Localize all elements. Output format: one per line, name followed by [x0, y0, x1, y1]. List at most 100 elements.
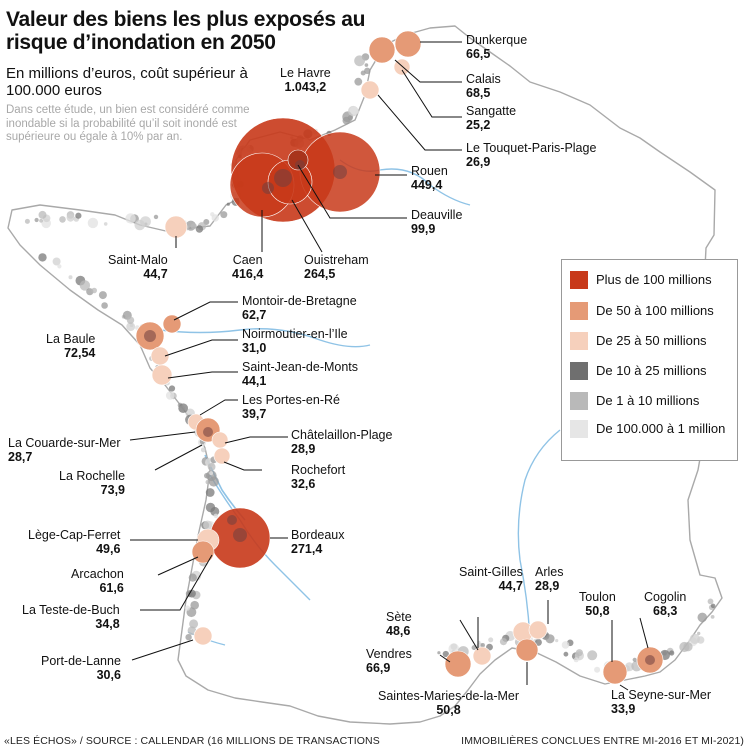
- small-property-dot: [354, 77, 363, 86]
- small-property-dot: [499, 638, 508, 646]
- small-property-dot: [187, 589, 196, 598]
- small-property-dot: [195, 225, 204, 233]
- small-property-dot: [140, 216, 151, 228]
- small-property-dot: [226, 202, 230, 206]
- label-arles: Arles 28,9: [535, 565, 564, 593]
- river-rhone: [517, 429, 561, 641]
- small-property-dot: [689, 633, 701, 645]
- map-title: Valeur des biens les plus exposés au ris…: [6, 8, 366, 54]
- small-property-dot: [480, 643, 485, 648]
- small-property-dot: [587, 650, 598, 661]
- small-property-dot: [710, 615, 715, 619]
- legend: Plus de 100 millions De 50 à 100 million…: [561, 259, 738, 461]
- bubble-saintes-maries: [515, 638, 539, 662]
- river-loire: [159, 328, 371, 348]
- bubble-calais: [368, 36, 396, 64]
- small-property-dot: [632, 657, 637, 662]
- small-property-dot: [442, 650, 449, 658]
- small-property-dot: [91, 287, 97, 294]
- small-property-dot: [75, 212, 82, 219]
- label-rouen: Rouen 449,4: [411, 164, 448, 192]
- small-property-dot: [178, 403, 188, 414]
- small-property-dot: [207, 463, 216, 471]
- small-property-dot: [168, 385, 176, 392]
- small-property-dot: [707, 598, 714, 605]
- small-property-dot: [575, 649, 583, 657]
- label-deauville: Deauville 99,9: [411, 208, 463, 236]
- label-arcachon: Arcachon 61,6: [71, 567, 124, 595]
- small-property-dot: [364, 63, 369, 67]
- small-property-dot: [437, 651, 441, 655]
- small-property-dot: [87, 217, 99, 229]
- label-cogolin: Cogolin 68,3: [644, 590, 687, 618]
- small-property-dot: [39, 218, 43, 223]
- label-la-baule: La Baule 72,54: [46, 332, 96, 360]
- small-property-dot: [79, 280, 91, 291]
- small-property-dot: [188, 573, 197, 582]
- label-toulon: Toulon 50,8: [579, 590, 616, 618]
- small-property-dot: [205, 502, 216, 513]
- small-property-dot: [354, 55, 365, 67]
- small-property-dot: [697, 612, 708, 623]
- small-property-dot: [210, 212, 215, 217]
- legend-swatch: [570, 362, 588, 380]
- small-property-dot: [34, 217, 39, 223]
- bubble-saint-malo: [164, 215, 188, 239]
- bubble-chatelaillon: [211, 431, 229, 449]
- legend-swatch: [570, 271, 588, 289]
- small-property-dot: [153, 214, 159, 220]
- label-saint-gilles: Saint-Gilles 44,7: [459, 565, 523, 593]
- small-property-dot: [38, 253, 47, 262]
- small-property-dot: [209, 471, 214, 476]
- small-property-dot: [125, 213, 136, 224]
- label-dunkerque: Dunkerque 66,5: [466, 33, 528, 61]
- small-property-dot: [679, 641, 690, 653]
- small-property-dot: [184, 605, 191, 611]
- small-property-dot: [57, 264, 62, 269]
- small-property-dot: [555, 639, 559, 643]
- small-property-dot: [213, 513, 219, 519]
- label-la-seyne: La Seyne-sur-Mer 33,9: [611, 688, 712, 716]
- bubble-sete: [472, 646, 492, 666]
- bubble-rochefort: [213, 447, 231, 465]
- bubble-touquet: [360, 80, 380, 100]
- label-portes-en-re: Les Portes-en-Ré 39,7: [242, 393, 340, 421]
- label-chatelaillon: Châtelaillon-Plage 28,9: [291, 428, 393, 456]
- label-caen: Caen 416,4: [232, 253, 264, 281]
- label-montoir: Montoir-de-Bretagne 62,7: [242, 294, 357, 322]
- label-noirmoutier: Noirmoutier-en-l’Ile 31,0: [242, 327, 348, 355]
- legend-swatch: [570, 302, 588, 320]
- label-sangatte: Sangatte 25,2: [466, 104, 517, 132]
- small-property-dot: [101, 302, 108, 309]
- bubble-port-de-lanne: [193, 626, 213, 646]
- label-rochefort: Rochefort 32,6: [291, 463, 346, 491]
- small-property-dot: [52, 257, 61, 266]
- label-la-couarde: La Couarde-sur-Mer 28,7: [8, 436, 121, 464]
- small-property-dot: [697, 631, 701, 636]
- small-property-dot: [545, 634, 555, 644]
- footer-source-right: IMMOBILIÈRES CONCLUES ENTRE MI-2016 ET M…: [461, 735, 744, 747]
- small-property-dot: [165, 391, 175, 400]
- small-property-dot: [68, 275, 73, 280]
- small-property-dot: [66, 213, 75, 222]
- small-property-dot: [573, 657, 579, 663]
- small-property-dot: [190, 223, 197, 230]
- label-la-rochelle: La Rochelle 73,9: [59, 469, 126, 497]
- label-le-touquet: Le Touquet-Paris-Plage 26,9: [466, 141, 597, 169]
- label-lege: Lège-Cap-Ferret 49,6: [28, 528, 121, 556]
- small-property-dot: [563, 651, 569, 657]
- legend-swatch: [570, 392, 588, 410]
- small-property-dot: [594, 666, 601, 673]
- small-property-dot: [488, 637, 494, 643]
- small-property-dot: [38, 210, 47, 219]
- small-property-dot: [203, 520, 213, 530]
- small-property-dot: [205, 488, 215, 497]
- bubble-saint-jean: [151, 364, 173, 386]
- small-property-dot: [190, 600, 199, 610]
- bubble-dunkerque: [394, 30, 422, 58]
- leader-lines: [129, 41, 649, 691]
- bubble-arles: [528, 620, 548, 640]
- small-property-dot: [349, 106, 359, 115]
- label-saintes-maries: Saintes-Maries-de-la-Mer 50,8: [378, 689, 520, 717]
